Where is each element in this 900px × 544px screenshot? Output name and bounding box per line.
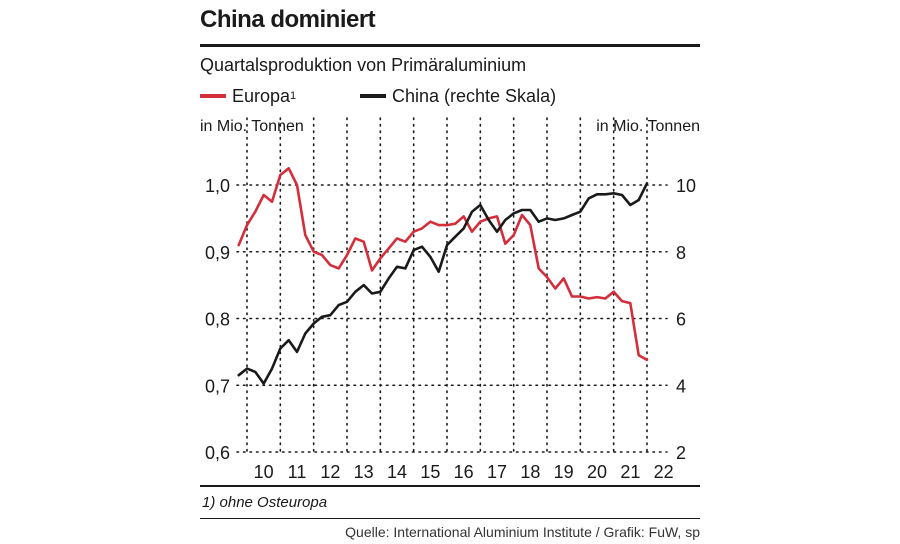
- y-right-tick-label: 4: [676, 376, 686, 396]
- y-left-tick-label: 0,8: [205, 310, 230, 330]
- x-tick-label: 22: [654, 462, 674, 482]
- left-axis-unit: in Mio. Tonnen: [200, 118, 304, 135]
- y-right-tick-label: 8: [676, 243, 686, 263]
- right-axis-unit: in Mio. Tonnen: [596, 118, 700, 135]
- x-tick-label: 14: [387, 462, 407, 482]
- y-right-tick-label: 10: [676, 176, 696, 196]
- footer-rule: [200, 518, 700, 519]
- legend-footnote-mark: 1: [290, 90, 297, 102]
- y-left-tick-label: 1,0: [205, 176, 230, 196]
- legend-item-china: China (rechte Skala): [360, 84, 556, 108]
- y-left-tick-label: 0,9: [205, 243, 230, 263]
- x-tick-label: 15: [420, 462, 440, 482]
- y-left-tick-label: 0,7: [205, 376, 230, 396]
- y-right-tick-label: 6: [676, 310, 686, 330]
- legend-label-europe: Europa: [232, 85, 291, 106]
- chart-title: China dominiert: [200, 6, 376, 33]
- chart-bottom-rule: [200, 485, 700, 487]
- footnote: 1) ohne Osteuropa: [202, 494, 328, 511]
- legend-label-china: China (rechte Skala): [392, 85, 557, 106]
- x-tick-label: 18: [520, 462, 540, 482]
- series-line-europe: [237, 167, 649, 362]
- y-left-tick-label: 0,6: [205, 443, 230, 463]
- x-tick-label: 11: [288, 462, 307, 482]
- series-line-china: [237, 182, 649, 385]
- x-tick-label: 19: [554, 462, 574, 482]
- legend-swatch-europe: [200, 94, 226, 98]
- legend-item-europe: Europa 1: [200, 84, 296, 108]
- x-tick-label: 12: [320, 462, 340, 482]
- legend-swatch-china: [360, 94, 386, 98]
- chart-subtitle: Quartalsproduktion von Primäraluminium: [200, 55, 527, 75]
- x-tick-label: 21: [620, 462, 640, 482]
- x-tick-label: 16: [454, 462, 474, 482]
- x-tick-label: 13: [354, 462, 374, 482]
- x-tick-label: 20: [587, 462, 607, 482]
- source-credit: Quelle: International Aluminium Institut…: [345, 524, 700, 540]
- x-tick-label: 10: [254, 462, 274, 482]
- y-right-tick-label: 2: [676, 443, 686, 463]
- x-tick-label: 17: [487, 462, 507, 482]
- title-rule: [200, 44, 700, 47]
